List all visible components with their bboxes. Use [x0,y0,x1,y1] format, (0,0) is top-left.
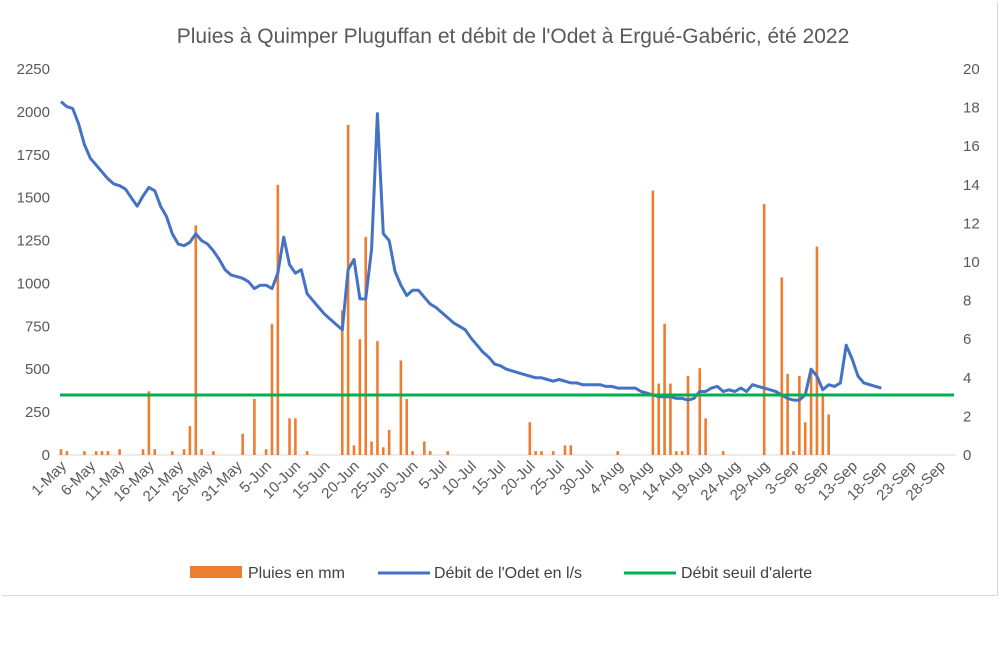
y-right-tick-label: 16 [963,138,980,155]
rain-bar [551,451,555,455]
rain-bar [270,323,274,455]
legend-label-alert: Débit seuil d'alerte [681,565,812,582]
y-left-tick-label: 2250 [17,61,50,78]
rain-bar [809,370,813,455]
y-left-tick-label: 1000 [17,275,50,292]
rain-bar [376,341,379,455]
plot-area: 0 250 500 750 1000 1250 1500 1750 2000 2250 0 2 4 6 8 1… [17,61,980,505]
rain-bar [569,445,573,455]
rain-bar [294,418,297,455]
y-left-tick-label: 250 [25,404,50,421]
rain-bar [276,184,280,456]
rain-bar [428,451,432,455]
rain-bar [288,418,291,455]
rain-bar [663,323,666,455]
rain-bar [803,422,807,455]
rain-bar [616,451,619,455]
rain-bar [821,393,825,455]
rain-bar [792,451,795,455]
chart-svg: Pluies à Quimper Pluguffan et débit de l… [17,25,980,582]
flow-line [60,100,882,402]
rain-bar [780,277,784,455]
y-left-tick-label: 1250 [17,233,50,250]
y-right-tick-label: 8 [963,293,971,310]
rain-bar [153,449,157,455]
rain-bar [411,451,414,455]
y-right-tick-label: 12 [963,215,980,232]
y-right-tick-label: 2 [963,408,971,425]
rain-bar [358,339,362,455]
rain-bar [675,451,678,455]
rain-bar [680,451,684,455]
rain-bar [669,383,672,455]
rain-bar [698,368,702,455]
rain-bar [65,451,69,455]
rain-bar [340,310,344,455]
legend-label-flow: Débit de l'Odet en l/s [434,565,582,582]
legend-swatch-rain [190,566,242,578]
y-left-tick-label: 750 [25,318,50,335]
rain-bar [387,429,391,455]
rain-bar [540,451,543,455]
rain-bar [382,447,385,455]
rain-bar [370,441,373,455]
rain-bar [423,441,426,455]
rain-bar [264,449,268,455]
rain-bar [346,124,350,455]
y-right-tick-label: 6 [963,331,971,348]
chart-frame: Pluies à Quimper Pluguffan et débit de l… [2,2,998,596]
rain-bar [171,451,174,455]
rain-bar [241,433,244,455]
y-left-tick-label: 1500 [17,190,50,207]
rain-bar [182,449,186,455]
y-right-tick-label: 4 [963,370,971,387]
rain-bar [721,451,725,455]
y-right-tick-label: 14 [963,177,980,194]
y-left-tick-label: 1750 [17,147,50,164]
rain-bar [827,414,830,455]
rain-bar [534,451,537,455]
y-left-tick-label: 500 [25,361,50,378]
y-left-tick-label: 2000 [17,104,50,121]
rain-bar [364,236,368,455]
legend-label-rain: Pluies en mm [248,565,345,582]
rain-bar [657,383,661,455]
rain-bar [141,449,145,455]
x-tick-label: 30-Jul [556,458,597,499]
rain-bar [446,451,450,455]
rain-bar [786,373,789,455]
rain-bar [651,190,655,455]
y-right-tick-label: 18 [963,100,980,117]
y-right-tick-label: 0 [963,447,971,464]
rain-bar [405,399,409,455]
rain-bar [253,399,256,455]
rain-bar [399,360,403,455]
chart-title: Pluies à Quimper Pluguffan et débit de l… [177,25,850,48]
rain-bar [212,451,215,455]
y-left-tick-label: 0 [42,447,50,464]
legend: Pluies en mm Débit de l'Odet en l/s Débit … [190,565,812,582]
rain-bar [94,451,98,455]
rain-bar [704,418,707,455]
rain-bar [305,451,309,455]
y-right-tick-label: 10 [963,254,980,271]
rain-bar [352,445,356,455]
rain-bar [815,246,819,455]
rain-bar [118,449,121,455]
rain-bar [762,204,766,455]
rain-bar [106,451,110,455]
rain-bar [528,422,532,455]
rain-bar [200,449,203,455]
rain-bar [194,225,198,455]
rain-bar [83,451,86,455]
rain-bar [147,391,151,455]
rain-bar [59,449,63,455]
rain-bar [563,445,567,455]
rain-bar [686,375,690,455]
rain-bar [798,375,801,455]
rain-bar [188,426,192,455]
y-right-tick-label: 20 [963,61,980,78]
rain-bar [100,451,104,455]
